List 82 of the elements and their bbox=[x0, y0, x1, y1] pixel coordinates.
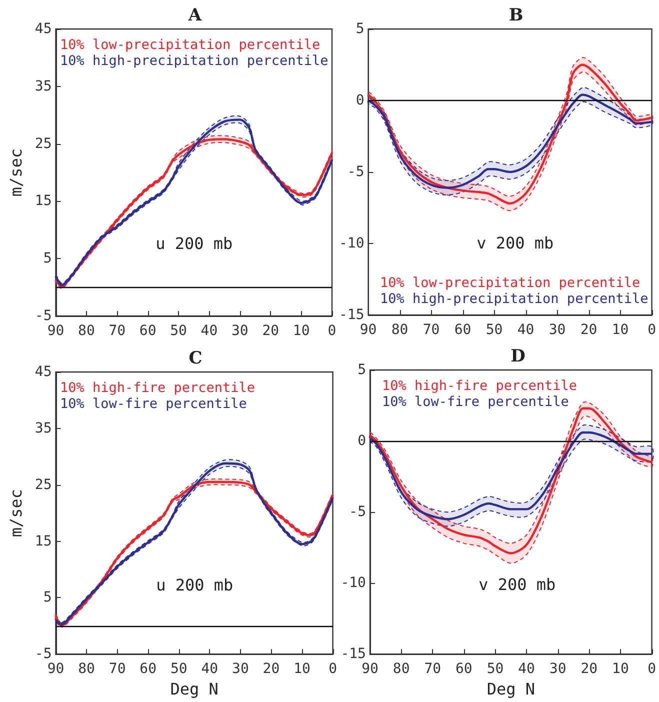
y-tick-label: 35 bbox=[34, 78, 52, 94]
x-axis-title: Deg N bbox=[170, 680, 218, 698]
x-tick-label: 80 bbox=[78, 661, 95, 678]
y-tick-label: 25 bbox=[34, 136, 52, 152]
x-tick-label: 0 bbox=[328, 323, 336, 339]
x-tick-label: 70 bbox=[108, 323, 126, 339]
y-tick-label: -5 bbox=[347, 164, 364, 180]
x-tick-label: 90 bbox=[360, 322, 377, 338]
y-tick-label: 0 bbox=[356, 92, 364, 108]
x-tick-label: 30 bbox=[231, 323, 248, 339]
x-tick-label: 60 bbox=[140, 661, 157, 678]
x-tick-label: 0 bbox=[648, 322, 656, 338]
x-tick-label: 50 bbox=[486, 322, 503, 338]
series-label: 10% high-fire percentile bbox=[382, 378, 578, 394]
annotation: u 200 mb bbox=[156, 234, 233, 254]
annotation: v 200 mb bbox=[478, 575, 556, 594]
y-tick-label: -15 bbox=[338, 307, 364, 323]
y-tick-label: -5 bbox=[349, 504, 366, 520]
x-tick-label: 50 bbox=[170, 323, 187, 339]
x-tick-label: 80 bbox=[78, 323, 95, 339]
x-tick-label: 80 bbox=[391, 322, 408, 338]
x-tick-label: 20 bbox=[262, 661, 280, 678]
text: 10% low-fire percentile bbox=[60, 396, 247, 412]
x-axis-title: Deg N bbox=[486, 680, 535, 698]
x-tick-label: 10 bbox=[294, 661, 310, 678]
x-tick-label: 70 bbox=[424, 661, 442, 678]
x-tick-label: 60 bbox=[139, 323, 156, 339]
y-axis-title: m/sec bbox=[6, 148, 26, 197]
y-tick-label: 45 bbox=[34, 21, 52, 37]
chart-title: D bbox=[510, 346, 526, 366]
text: 10% low-precipitation percentile bbox=[60, 37, 320, 53]
x-tick-label: 20 bbox=[262, 323, 280, 339]
x-tick-label: 30 bbox=[549, 661, 566, 678]
chart-title: B bbox=[508, 6, 524, 26]
y-axis-title: m/sec bbox=[6, 488, 26, 538]
y-tick-label: 15 bbox=[34, 533, 52, 550]
y-tick-label: -10 bbox=[338, 236, 364, 252]
y-tick-label: 35 bbox=[34, 420, 52, 436]
series-label: 10% low-fire percentile bbox=[382, 394, 569, 410]
x-tick-label: 90 bbox=[362, 661, 378, 678]
y-tick-label: 5 bbox=[358, 362, 366, 378]
x-tick-label: 50 bbox=[486, 661, 504, 678]
x-tick-label: 10 bbox=[292, 323, 310, 339]
text: 10% high-precipitation percentile bbox=[380, 291, 648, 307]
x-tick-label: 40 bbox=[200, 323, 218, 339]
x-tick-label: 60 bbox=[456, 661, 472, 678]
annotation: v 200 mb bbox=[476, 233, 554, 252]
x-tick-label: 70 bbox=[108, 661, 126, 678]
x-tick-label: 40 bbox=[518, 661, 535, 678]
chart-title: A bbox=[187, 6, 202, 26]
y-tick-label: -5 bbox=[34, 308, 52, 324]
y-tick-label: 5 bbox=[356, 21, 364, 37]
x-tick-label: 40 bbox=[201, 661, 218, 678]
x-tick-label: 70 bbox=[422, 322, 440, 338]
x-tick-label: 50 bbox=[170, 661, 188, 678]
chart-title: C bbox=[188, 348, 202, 368]
y-tick-label: -15 bbox=[340, 646, 366, 662]
text: 10% high-fire percentile bbox=[60, 380, 256, 396]
x-tick-label: 40 bbox=[517, 322, 534, 338]
x-tick-label: 80 bbox=[392, 661, 410, 678]
x-tick-label: 60 bbox=[454, 322, 472, 338]
y-tick-label: -10 bbox=[340, 575, 366, 592]
y-tick-label: 5 bbox=[43, 590, 52, 606]
y-tick-label: 5 bbox=[43, 250, 52, 267]
x-tick-label: 0 bbox=[648, 661, 656, 678]
x-tick-label: 30 bbox=[232, 661, 249, 678]
x-tick-label: 20 bbox=[580, 661, 598, 678]
y-tick-label: 0 bbox=[358, 433, 366, 450]
x-tick-label: 10 bbox=[612, 322, 629, 338]
y-tick-label: 15 bbox=[34, 193, 52, 210]
annotation: u 200 mb bbox=[156, 576, 234, 595]
y-tick-label: -5 bbox=[34, 646, 52, 662]
y-tick-label: 45 bbox=[34, 364, 52, 380]
x-tick-label: 90 bbox=[47, 323, 64, 339]
x-tick-label: 20 bbox=[580, 322, 598, 338]
x-tick-label: 0 bbox=[328, 661, 338, 678]
text: 10% low-precipitation percentile bbox=[380, 275, 640, 291]
x-tick-label: 30 bbox=[548, 322, 566, 338]
text: 10% high-precipitation percentile bbox=[60, 53, 328, 69]
y-tick-label: 25 bbox=[34, 476, 52, 493]
x-tick-label: 10 bbox=[612, 661, 629, 678]
x-tick-label: 90 bbox=[47, 661, 64, 678]
